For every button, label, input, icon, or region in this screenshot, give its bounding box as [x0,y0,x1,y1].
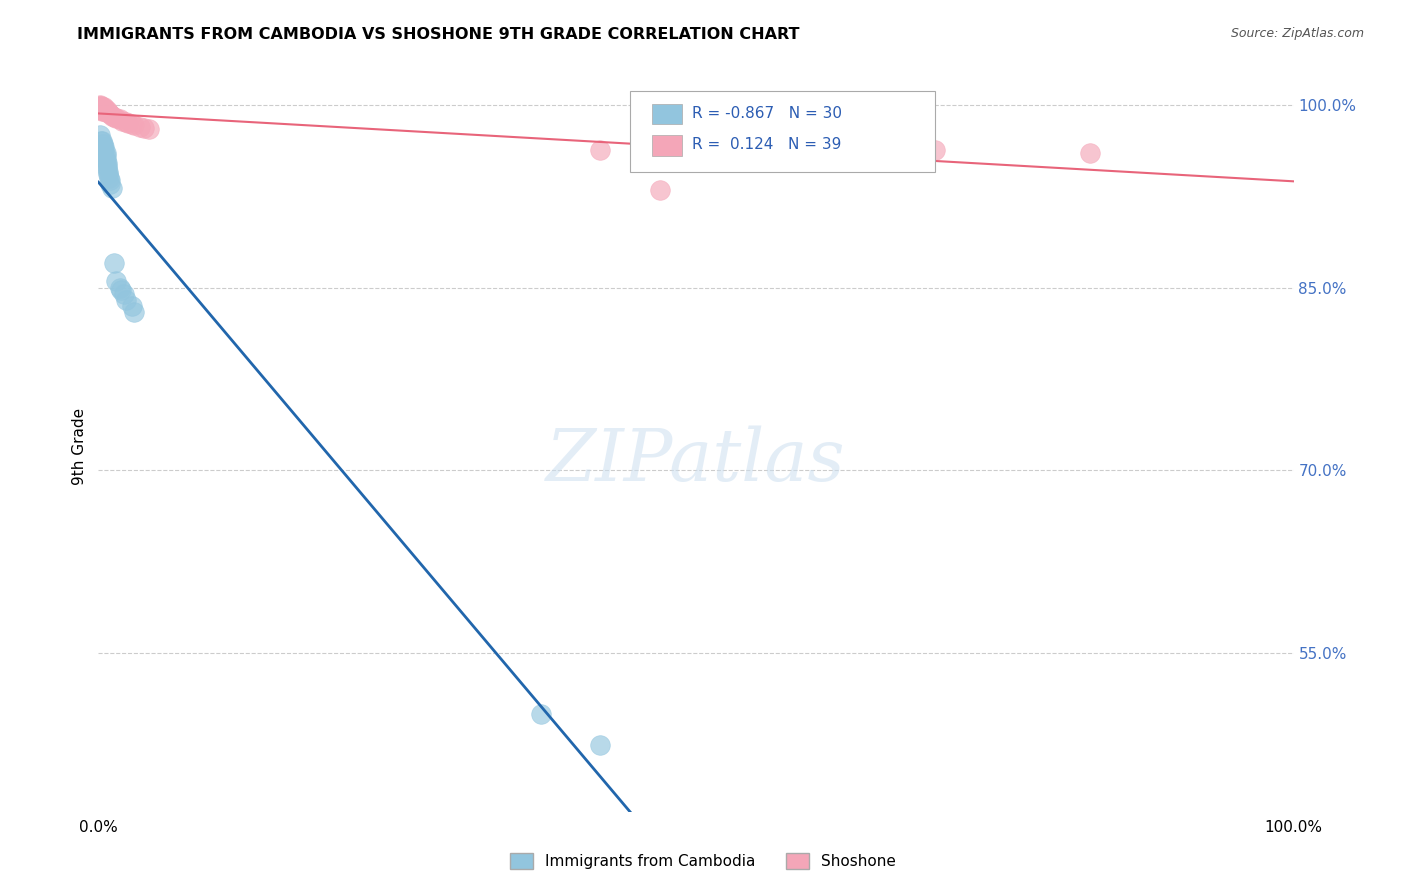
Point [108,112,131,127]
Point [96,161,118,175]
Point [105,111,128,125]
Point [115,114,138,128]
Point [589,143,612,157]
Point [93,149,115,163]
Point [105,275,128,289]
Point [96,159,118,173]
Point [97,167,120,181]
Point [124,119,146,133]
Point [90,100,112,114]
Point [90,134,112,148]
Point [129,120,152,134]
Point [89,99,111,113]
Point [93,140,115,154]
Point [1080,146,1102,161]
Point [98,170,121,185]
Point [98,177,122,191]
Point [103,256,125,270]
Point [93,100,115,114]
Point [98,107,122,121]
Point [98,106,121,120]
Point [97,105,120,120]
Text: R = -0.867   N = 30: R = -0.867 N = 30 [692,105,842,120]
FancyBboxPatch shape [652,135,682,155]
Point [132,120,155,135]
Point [828,140,851,154]
Text: R =  0.124   N = 39: R = 0.124 N = 39 [692,137,842,153]
Point [91,103,114,117]
Point [94,153,117,167]
Point [589,738,612,752]
Point [90,103,112,117]
Point [93,103,115,117]
Point [110,283,132,297]
Point [89,97,111,112]
Point [91,101,114,115]
Point [89,128,111,143]
Point [121,299,143,313]
Point [111,113,134,128]
Point [91,101,114,115]
FancyBboxPatch shape [652,103,682,124]
Point [91,100,114,114]
Point [100,109,122,123]
Point [112,286,135,301]
Y-axis label: 9th Grade: 9th Grade [72,408,87,484]
Point [108,280,131,294]
Point [115,293,138,307]
Point [97,165,120,179]
Point [94,103,117,118]
Point [91,134,114,148]
Point [530,707,553,722]
Point [100,180,122,194]
Point [103,110,125,124]
Point [94,105,117,120]
Point [94,146,117,161]
Point [91,136,114,151]
Point [93,101,115,115]
Point [91,140,114,154]
Legend: Immigrants from Cambodia, Shoshone: Immigrants from Cambodia, Shoshone [503,847,903,875]
Text: ZIPatlas: ZIPatlas [546,425,846,496]
Point [648,183,672,197]
Text: IMMIGRANTS FROM CAMBODIA VS SHOSHONE 9TH GRADE CORRELATION CHART: IMMIGRANTS FROM CAMBODIA VS SHOSHONE 9TH… [77,27,800,42]
Point [93,144,115,158]
Point [94,149,117,163]
Point [91,103,114,118]
Point [90,101,112,115]
Point [124,305,146,319]
FancyBboxPatch shape [630,91,935,171]
Point [138,122,160,136]
Point [924,143,946,157]
Point [117,116,139,130]
Point [96,103,118,117]
Point [121,117,143,131]
Point [98,173,122,187]
Point [89,100,111,114]
Point [90,99,112,113]
Point [91,103,114,117]
Point [96,156,118,170]
Text: Source: ZipAtlas.com: Source: ZipAtlas.com [1230,27,1364,40]
